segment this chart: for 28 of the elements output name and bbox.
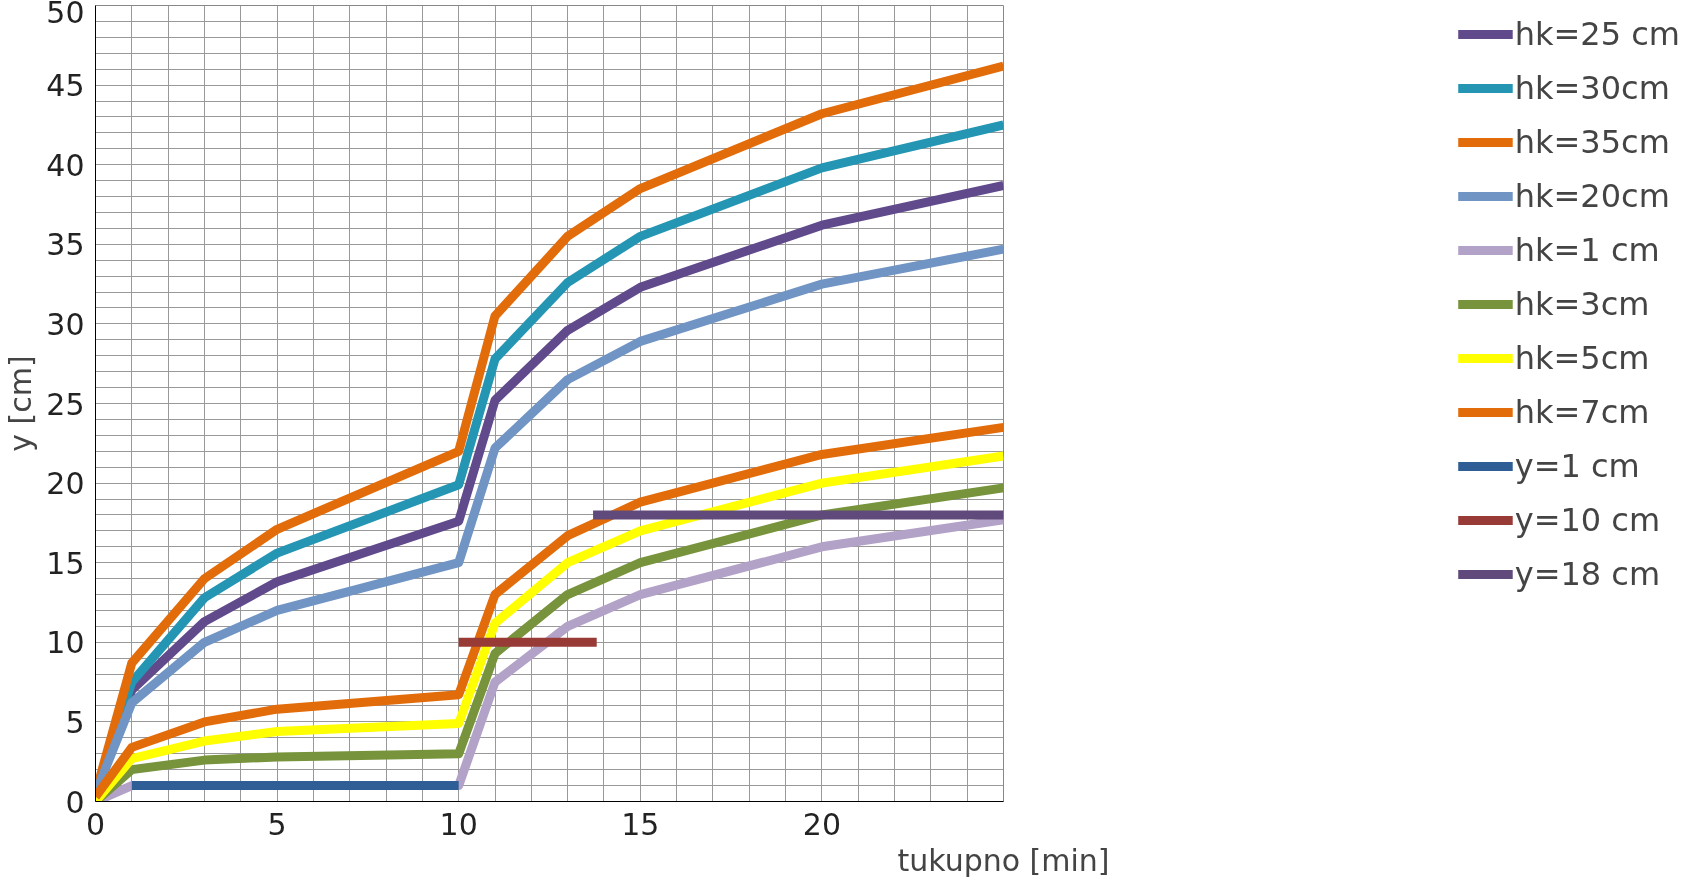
x-tick-label: 15 <box>621 806 660 842</box>
y-tick-label: 35 <box>46 227 85 263</box>
legend-label: hk=5cm <box>1514 339 1650 377</box>
y-tick-label: 0 <box>65 784 85 820</box>
y-tick-label: 20 <box>46 466 85 502</box>
x-tick-label: 10 <box>439 806 478 842</box>
y-tick-label: 10 <box>46 625 85 661</box>
legend-label: hk=7cm <box>1514 393 1650 431</box>
y-tick-label: 50 <box>46 0 85 30</box>
legend-label: hk=25 cm <box>1514 15 1680 53</box>
legend-label: y=10 cm <box>1514 501 1661 539</box>
x-axis-title: tukupno [min] <box>897 842 1110 878</box>
y-tick-label: 5 <box>65 704 85 740</box>
legend-label: hk=35cm <box>1514 123 1670 161</box>
x-tick-label: 5 <box>267 806 287 842</box>
x-tick-label: 20 <box>802 806 841 842</box>
y-tick-label: 15 <box>46 545 85 581</box>
legend-label: y=18 cm <box>1514 555 1661 593</box>
legend-label: hk=1 cm <box>1514 231 1660 269</box>
y-tick-label: 30 <box>46 306 85 342</box>
legend-label: y=1 cm <box>1514 447 1640 485</box>
y-tick-label: 25 <box>46 386 85 422</box>
y-axis-title: y [cm] <box>3 355 39 452</box>
legend-label: hk=3cm <box>1514 285 1650 323</box>
legend-label: hk=30cm <box>1514 69 1670 107</box>
y-tick-label: 45 <box>46 68 85 104</box>
y-tick-label: 40 <box>46 147 85 183</box>
legend-label: hk=20cm <box>1514 177 1670 215</box>
